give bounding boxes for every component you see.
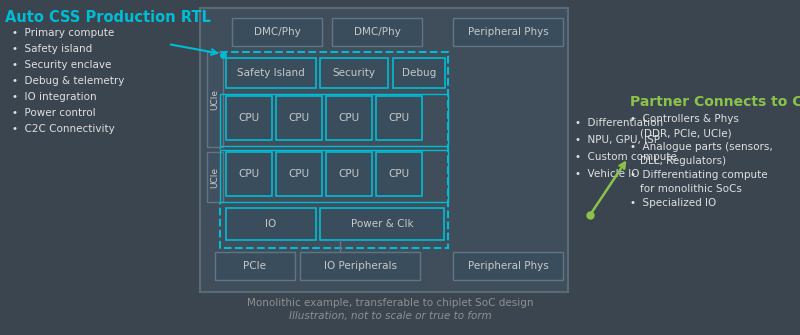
Bar [376, 96, 422, 140]
Text: Peripheral Phys: Peripheral Phys [468, 261, 548, 271]
Bar [276, 152, 322, 196]
Text: •  Debug & telemetry: • Debug & telemetry [12, 76, 124, 86]
Text: PCIe: PCIe [243, 261, 266, 271]
Bar [232, 18, 322, 46]
Text: •  Differentiation: • Differentiation [575, 118, 663, 128]
Text: UCIe: UCIe [210, 89, 219, 110]
Text: •  Specialized IO: • Specialized IO [630, 198, 716, 208]
Bar [215, 252, 295, 280]
Bar [226, 58, 316, 88]
Bar [276, 96, 322, 140]
Text: Security: Security [333, 68, 375, 78]
Bar [226, 208, 316, 240]
Text: (DDR, PCIe, UCIe): (DDR, PCIe, UCIe) [640, 128, 732, 138]
Text: Illustration, not to scale or true to form: Illustration, not to scale or true to fo… [289, 311, 491, 321]
Text: Monolithic example, transferable to chiplet SoC design: Monolithic example, transferable to chip… [246, 298, 534, 308]
Text: IO Peripherals: IO Peripherals [323, 261, 397, 271]
Bar [326, 96, 372, 140]
Bar [320, 58, 388, 88]
Bar [453, 18, 563, 46]
Bar [226, 152, 272, 196]
Bar [220, 94, 448, 146]
Bar [207, 52, 223, 147]
Bar [453, 252, 563, 280]
Text: Peripheral Phys: Peripheral Phys [468, 27, 548, 37]
Text: CPU: CPU [238, 169, 259, 179]
Text: DLL, Regulators): DLL, Regulators) [640, 156, 726, 166]
Text: DMC/Phy: DMC/Phy [354, 27, 400, 37]
Text: •  Power control: • Power control [12, 108, 96, 118]
Bar [226, 96, 272, 140]
Bar [376, 152, 422, 196]
Text: Partner Connects to CSS: Partner Connects to CSS [630, 95, 800, 109]
Bar [320, 208, 444, 240]
Text: IO: IO [266, 219, 277, 229]
Text: UCIe: UCIe [210, 166, 219, 188]
Bar [200, 8, 568, 292]
Text: CPU: CPU [289, 113, 310, 123]
Text: •  Differentiating compute: • Differentiating compute [630, 170, 768, 180]
Bar [300, 252, 420, 280]
Text: CPU: CPU [338, 169, 359, 179]
Text: CPU: CPU [338, 113, 359, 123]
Text: •  Custom compute: • Custom compute [575, 152, 677, 162]
Text: CPU: CPU [238, 113, 259, 123]
Bar [207, 152, 223, 202]
Text: CPU: CPU [389, 169, 410, 179]
Text: Debug: Debug [402, 68, 436, 78]
Bar [393, 58, 445, 88]
Text: •  C2C Connectivity: • C2C Connectivity [12, 124, 114, 134]
Bar [220, 52, 448, 248]
Text: DMC/Phy: DMC/Phy [254, 27, 300, 37]
Text: for monolithic SoCs: for monolithic SoCs [640, 184, 742, 194]
Text: Safety Island: Safety Island [237, 68, 305, 78]
Text: •  Safety island: • Safety island [12, 44, 92, 54]
Text: •  Primary compute: • Primary compute [12, 28, 114, 38]
Text: CPU: CPU [289, 169, 310, 179]
Text: •  Vehicle IO: • Vehicle IO [575, 169, 639, 179]
Text: •  Controllers & Phys: • Controllers & Phys [630, 114, 739, 124]
Text: Auto CSS Production RTL: Auto CSS Production RTL [5, 10, 211, 25]
Text: Power & Clk: Power & Clk [350, 219, 414, 229]
Text: •  Security enclave: • Security enclave [12, 60, 111, 70]
Bar [332, 18, 422, 46]
Bar [220, 150, 448, 202]
Text: •  IO integration: • IO integration [12, 92, 97, 102]
Text: •  Analogue parts (sensors,: • Analogue parts (sensors, [630, 142, 773, 152]
Text: •  NPU, GPU, ISP: • NPU, GPU, ISP [575, 135, 660, 145]
Text: CPU: CPU [389, 113, 410, 123]
Bar [326, 152, 372, 196]
